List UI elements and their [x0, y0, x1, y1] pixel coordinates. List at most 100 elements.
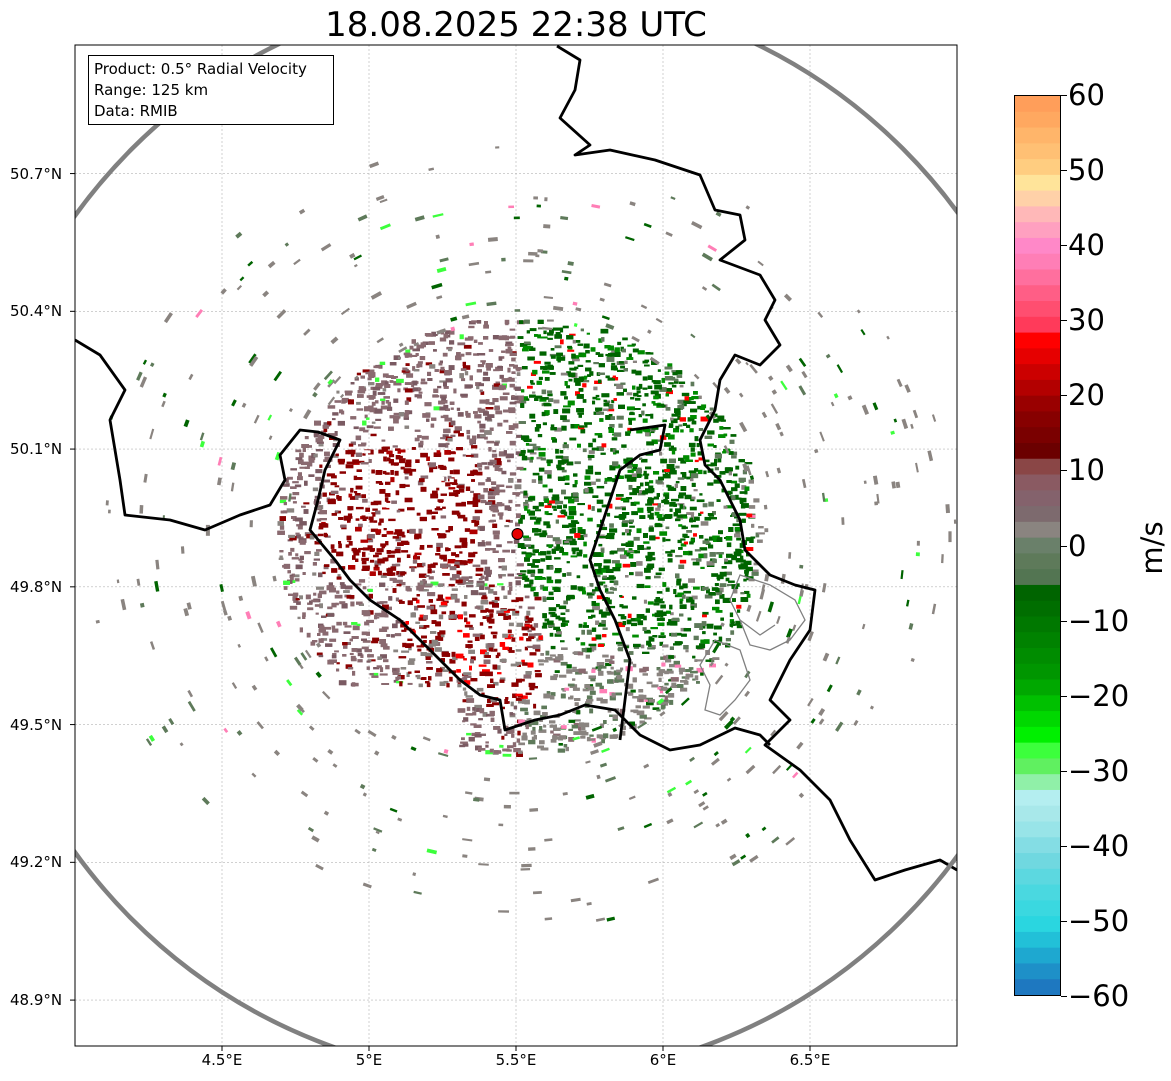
echo-bin: [655, 572, 662, 575]
echo-bin: [677, 539, 682, 544]
echo-bin: [646, 700, 654, 706]
echo-bin: [425, 652, 433, 658]
echo-bin: [335, 510, 339, 513]
echo-bin: [524, 699, 530, 705]
echo-bin: [469, 375, 473, 381]
echo-bin: [309, 534, 315, 540]
echo-bin: [616, 415, 624, 420]
echo-bin: [492, 530, 500, 535]
echo-bin: [475, 567, 484, 572]
echo-bin: [578, 388, 584, 392]
echo-bin: [690, 524, 699, 528]
echo-bin: [352, 682, 359, 687]
echo-bin: [656, 514, 663, 518]
echo-bin: [609, 528, 618, 533]
echo-bin: [560, 622, 566, 627]
echo-bin: [601, 523, 605, 527]
echo-bin: [490, 717, 495, 722]
echo-bin: [525, 615, 529, 620]
echo-bin: [399, 601, 405, 604]
echo-bin: [350, 416, 357, 420]
echo-bin: [395, 455, 401, 460]
echo-bin: [476, 580, 485, 585]
echo-bin: [507, 541, 513, 544]
echo-bin: [617, 648, 622, 651]
echo-bin: [434, 369, 439, 372]
echo-bin: [373, 667, 380, 670]
echo-bin: [539, 740, 545, 745]
echo-bin: [601, 666, 607, 669]
echo-bin: [319, 590, 327, 595]
echo-bin: [662, 537, 666, 542]
echo-bin: [549, 654, 556, 657]
echo-bin: [709, 552, 716, 557]
echo-bin: [533, 592, 539, 597]
echo-bin: [454, 426, 462, 431]
echo-bin: [466, 454, 474, 457]
echo-bin: [700, 521, 709, 526]
echo-bin: [450, 407, 454, 410]
echo-bin: [387, 401, 391, 407]
echo-bin: [527, 629, 532, 633]
echo-bin: [609, 695, 616, 701]
echo-bin: [667, 486, 674, 491]
echo-bin: [397, 574, 403, 578]
echo-bin: [662, 500, 670, 503]
echo-bin: [531, 736, 535, 742]
echo-bin: [466, 698, 475, 703]
echo-bin: [709, 658, 715, 663]
echo-bin: [525, 624, 531, 628]
echo-bin: [573, 473, 578, 477]
echo-bin: [492, 635, 497, 639]
echo-bin: [527, 563, 535, 566]
echo-bin: [393, 412, 400, 416]
echo-bin: [575, 637, 580, 640]
velocity-echoes: [95, 146, 957, 922]
echo-bin: [463, 344, 472, 349]
echo-bin: [441, 651, 449, 657]
echo-bin: [639, 457, 643, 460]
echo-bin: [549, 329, 554, 334]
echo-bin: [405, 621, 409, 625]
echo-bin: [491, 481, 497, 485]
echo-bin: [515, 580, 521, 586]
echo-bin: [498, 613, 506, 616]
echo-bin: [295, 449, 302, 453]
echo-bin: [727, 490, 731, 495]
echo-bin: [447, 559, 456, 564]
echo-bin: [540, 653, 544, 656]
echo-bin: [596, 734, 602, 739]
echo-bin: [462, 677, 468, 682]
echo-bin: [548, 544, 552, 549]
echo-bin: [497, 672, 502, 675]
echo-bin: [657, 517, 665, 521]
echo-bin: [577, 503, 585, 506]
echo-bin: [378, 449, 384, 454]
echo-bin: [560, 415, 567, 420]
echo-bin: [678, 667, 685, 672]
echo-bin: [371, 469, 375, 474]
echo-bin: [345, 664, 353, 669]
echo-bin: [511, 371, 516, 374]
echo-bin: [478, 578, 483, 581]
echo-bin: [350, 601, 355, 607]
echo-bin: [414, 533, 422, 539]
echo-bin: [302, 612, 306, 617]
echo-bin: [519, 678, 525, 682]
echo-bin: [430, 493, 439, 499]
echo-bin: [288, 593, 294, 596]
echo-bin: [653, 395, 659, 400]
echo-bin: [400, 466, 405, 470]
echo-bin: [290, 486, 297, 489]
echo-bin: [584, 422, 592, 425]
echo-bin: [364, 649, 372, 653]
echo-bin: [555, 539, 562, 545]
echo-bin: [480, 391, 485, 395]
echo-bin: [286, 508, 295, 513]
echo-bin: [397, 356, 401, 360]
echo-bin: [352, 462, 360, 465]
echo-bin: [343, 541, 349, 545]
echo-bin: [518, 519, 523, 524]
echo-bin: [356, 623, 361, 626]
echo-bin: [679, 504, 683, 509]
